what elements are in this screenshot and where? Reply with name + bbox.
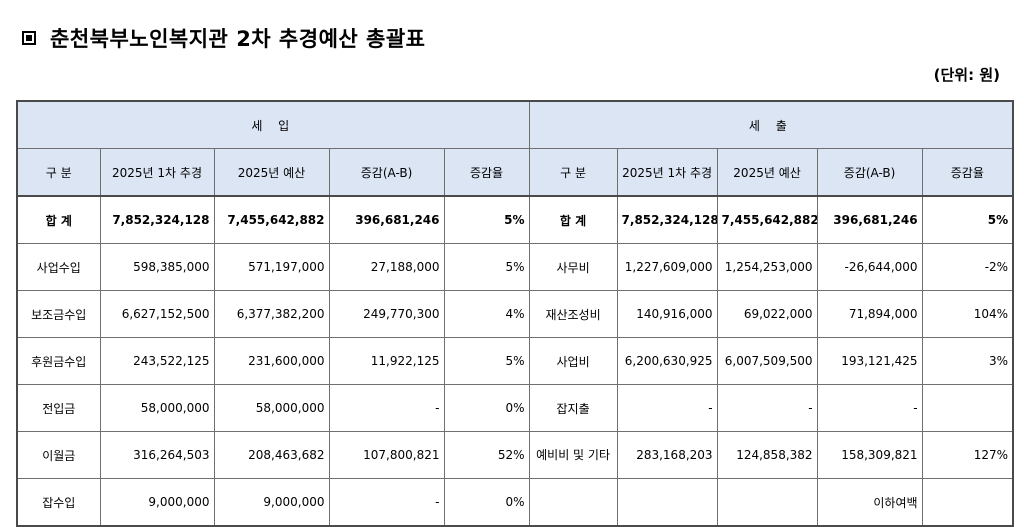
- income-rate: 5%: [443, 337, 530, 385]
- expense-budget: [716, 478, 818, 527]
- col-header-prev: 2025년 1차 추경: [616, 148, 718, 197]
- income-budget: 231,600,000: [213, 337, 330, 385]
- expense-diff: -: [816, 384, 923, 432]
- income-rate: 5%: [443, 243, 530, 291]
- expense-prev: -: [616, 384, 718, 432]
- income-budget: 208,463,682: [213, 431, 330, 479]
- expense-budget: 1,254,253,000: [716, 243, 818, 291]
- income-rate: 5%: [443, 195, 530, 244]
- table-row: 사업수입 598,385,000 571,197,000 27,188,000 …: [16, 243, 1014, 291]
- income-diff: 249,770,300: [328, 290, 445, 338]
- page-title: 춘천북부노인복지관 2차 추경예산 총괄표: [22, 20, 425, 56]
- expense-budget: -: [716, 384, 818, 432]
- income-rate: 0%: [443, 478, 530, 527]
- expense-name: 합 계: [528, 195, 618, 244]
- table-row: 이월금 316,264,503 208,463,682 107,800,821 …: [16, 431, 1014, 479]
- income-diff: -: [328, 478, 445, 527]
- expense-prev: 7,852,324,128: [616, 195, 718, 244]
- unit-label: (단위: 원): [933, 66, 1000, 84]
- income-section-header: 세 입: [16, 100, 530, 149]
- col-header-category: 구 분: [528, 148, 618, 197]
- expense-diff: 193,121,425: [816, 337, 923, 385]
- expense-section-header: 세 출: [528, 100, 1014, 149]
- income-diff: 396,681,246: [328, 195, 445, 244]
- expense-prev: 283,168,203: [616, 431, 718, 479]
- income-diff: 11,922,125: [328, 337, 445, 385]
- income-name: 전입금: [16, 384, 101, 432]
- income-prev: 243,522,125: [99, 337, 215, 385]
- income-name: 잡수입: [16, 478, 101, 527]
- budget-summary-table: 세 입 세 출 구 분 2025년 1차 추경 2025년 예산 증감(A-B)…: [16, 100, 1015, 527]
- expense-rate: [921, 478, 1014, 527]
- expense-budget: 7,455,642,882: [716, 195, 818, 244]
- table-row: 보조금수입 6,627,152,500 6,377,382,200 249,77…: [16, 290, 1014, 338]
- col-header-category: 구 분: [16, 148, 101, 197]
- income-name: 보조금수입: [16, 290, 101, 338]
- income-prev: 6,627,152,500: [99, 290, 215, 338]
- income-prev: 7,852,324,128: [99, 195, 215, 244]
- income-diff: 27,188,000: [328, 243, 445, 291]
- expense-budget: 69,022,000: [716, 290, 818, 338]
- income-budget: 7,455,642,882: [213, 195, 330, 244]
- col-header-rate: 증감율: [443, 148, 530, 197]
- expense-name: 사업비: [528, 337, 618, 385]
- table-row: 후원금수입 243,522,125 231,600,000 11,922,125…: [16, 337, 1014, 385]
- income-name: 합 계: [16, 195, 101, 244]
- expense-name: 재산조성비: [528, 290, 618, 338]
- col-header-prev: 2025년 1차 추경: [99, 148, 215, 197]
- income-budget: 571,197,000: [213, 243, 330, 291]
- expense-prev: [616, 478, 718, 527]
- income-diff: 107,800,821: [328, 431, 445, 479]
- expense-diff: 이하여백: [816, 478, 923, 527]
- income-name: 사업수입: [16, 243, 101, 291]
- expense-rate: [921, 384, 1014, 432]
- income-rate: 4%: [443, 290, 530, 338]
- income-name: 이월금: [16, 431, 101, 479]
- income-prev: 9,000,000: [99, 478, 215, 527]
- expense-rate: 3%: [921, 337, 1014, 385]
- expense-name: 예비비 및 기타: [528, 431, 618, 479]
- expense-rate: 127%: [921, 431, 1014, 479]
- income-budget: 58,000,000: [213, 384, 330, 432]
- expense-rate: 5%: [921, 195, 1014, 244]
- expense-prev: 1,227,609,000: [616, 243, 718, 291]
- income-prev: 316,264,503: [99, 431, 215, 479]
- col-header-rate: 증감율: [921, 148, 1014, 197]
- income-budget: 6,377,382,200: [213, 290, 330, 338]
- table-row-total: 합 계 7,852,324,128 7,455,642,882 396,681,…: [16, 195, 1014, 244]
- table-row: 전입금 58,000,000 58,000,000 - 0% 잡지출 - - -: [16, 384, 1014, 432]
- income-budget: 9,000,000: [213, 478, 330, 527]
- expense-name: 잡지출: [528, 384, 618, 432]
- income-prev: 58,000,000: [99, 384, 215, 432]
- col-header-budget: 2025년 예산: [716, 148, 818, 197]
- expense-name: 사무비: [528, 243, 618, 291]
- income-name: 후원금수입: [16, 337, 101, 385]
- expense-diff: -26,644,000: [816, 243, 923, 291]
- square-bullet-icon: [22, 31, 36, 45]
- expense-name: [528, 478, 618, 527]
- col-header-budget: 2025년 예산: [213, 148, 330, 197]
- expense-prev: 140,916,000: [616, 290, 718, 338]
- expense-diff: 396,681,246: [816, 195, 923, 244]
- expense-diff: 158,309,821: [816, 431, 923, 479]
- col-header-diff: 증감(A-B): [816, 148, 923, 197]
- col-header-diff: 증감(A-B): [328, 148, 445, 197]
- income-rate: 52%: [443, 431, 530, 479]
- expense-prev: 6,200,630,925: [616, 337, 718, 385]
- expense-budget: 124,858,382: [716, 431, 818, 479]
- income-prev: 598,385,000: [99, 243, 215, 291]
- table-row: 잡수입 9,000,000 9,000,000 - 0% 이하여백: [16, 478, 1014, 527]
- expense-budget: 6,007,509,500: [716, 337, 818, 385]
- expense-rate: -2%: [921, 243, 1014, 291]
- income-diff: -: [328, 384, 445, 432]
- income-rate: 0%: [443, 384, 530, 432]
- title-text: 춘천북부노인복지관 2차 추경예산 총괄표: [50, 27, 426, 51]
- expense-rate: 104%: [921, 290, 1014, 338]
- expense-diff: 71,894,000: [816, 290, 923, 338]
